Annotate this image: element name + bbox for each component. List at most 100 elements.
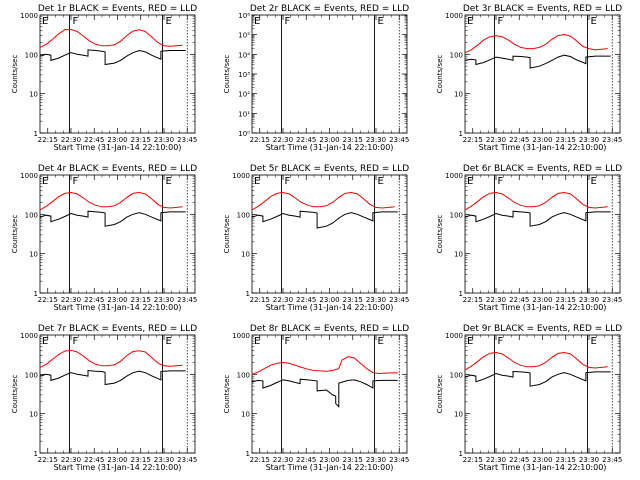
plot-frame [39, 14, 196, 134]
y-tick-label: 100 [25, 51, 38, 59]
y-tick-label: 100 [237, 371, 250, 379]
x-tick-label: 22:30 [486, 296, 506, 304]
events-series-line [251, 210, 398, 229]
x-tick-label: 23:45 [177, 136, 197, 144]
plot-frame [464, 14, 621, 134]
x-axis-label: Start Time (31-Jan-14 22:10:00) [54, 463, 182, 472]
plot-frame [39, 334, 196, 454]
panel-det-5r: Det 5r BLACK = Events, RED = LLD 1 10 100 10… [223, 164, 409, 312]
x-tick-label: 23:15 [131, 296, 151, 304]
panel-det-4r: Det 4r BLACK = Events, RED = LLD 1 10 100 10… [11, 164, 197, 312]
x-tick-label: 23:15 [343, 296, 363, 304]
x-tick-label: 23:00 [107, 296, 127, 304]
x-tick-label: 23:15 [131, 136, 151, 144]
panel-det-2r: Det 2r BLACK = Events, RED = LLD 10⁰ 10¹ 10… [223, 4, 409, 152]
y-tick-label: 10 [29, 411, 38, 419]
corner-label: E [42, 336, 48, 347]
y-tick-label: 10² [238, 91, 250, 99]
panel-det-7r: Det 7r BLACK = Events, RED = LLD 1 10 100 10… [11, 324, 197, 472]
events-series-line [464, 370, 611, 387]
plot-frame [251, 174, 408, 294]
x-tick-label: 23:15 [556, 136, 576, 144]
y-tick-label: 1000 [20, 12, 38, 20]
x-tick-label: 23:00 [319, 296, 339, 304]
plot-frame [39, 174, 196, 294]
y-tick-label: 1000 [232, 172, 250, 180]
lld-series-line [39, 191, 183, 211]
x-tick-label: 23:45 [602, 456, 622, 464]
panel-title: Det 4r BLACK = Events, RED = LLD [38, 164, 197, 174]
plot-frame [251, 334, 408, 454]
x-tick-label: 22:45 [84, 456, 104, 464]
x-tick-label: 22:30 [486, 456, 506, 464]
x-tick-label: 23:30 [579, 456, 599, 464]
x-tick-label: 22:45 [296, 136, 316, 144]
y-tick-label: 100 [25, 371, 38, 379]
y-tick-label: 1000 [445, 12, 463, 20]
panel-det-6r: Det 6r BLACK = Events, RED = LLD 1 10 100 10… [436, 164, 622, 312]
lld-series-line [464, 351, 608, 371]
panel-det-1r: Det 1r BLACK = Events, RED = LLD 1 10 100 10… [11, 4, 197, 152]
x-tick-label: 23:45 [177, 456, 197, 464]
corner-label: E [254, 176, 260, 187]
y-tick-label: 10¹ [238, 110, 250, 118]
y-axis-label: Counts/sec [436, 375, 444, 414]
y-axis-label: Counts/sec [11, 375, 19, 414]
x-tick-label: 23:30 [154, 136, 174, 144]
y-tick-label: 10⁰ [238, 130, 250, 138]
panel-title: Det 5r BLACK = Events, RED = LLD [250, 164, 409, 174]
x-tick-label: 23:30 [366, 296, 386, 304]
x-tick-label: 22:45 [509, 456, 529, 464]
x-tick-label: 23:15 [556, 456, 576, 464]
y-tick-label: 1 [34, 450, 38, 458]
marker-label: F [284, 336, 290, 347]
x-tick-label: 22:30 [273, 136, 293, 144]
x-tick-label: 23:15 [131, 456, 151, 464]
y-tick-label: 1000 [232, 332, 250, 340]
y-tick-label: 100 [450, 51, 463, 59]
x-tick-label: 23:30 [154, 296, 174, 304]
x-tick-label: 23:00 [107, 456, 127, 464]
x-tick-label: 23:00 [532, 296, 552, 304]
corner-label: E [467, 16, 473, 27]
lld-series-line [251, 191, 395, 211]
x-axis-label: Start Time (31-Jan-14 22:10:00) [479, 303, 607, 312]
x-axis-label: Start Time (31-Jan-14 22:10:00) [266, 143, 394, 152]
panel-title: Det 3r BLACK = Events, RED = LLD [463, 4, 622, 14]
y-tick-label: 10 [454, 411, 463, 419]
x-tick-label: 22:15 [250, 456, 270, 464]
x-tick-label: 23:30 [154, 456, 174, 464]
marker-label: F [497, 176, 503, 187]
lld-series-line [464, 33, 608, 54]
x-tick-label: 23:00 [319, 456, 339, 464]
x-tick-label: 23:45 [602, 296, 622, 304]
y-axis-label: Counts/sec [11, 55, 19, 94]
y-tick-label: 100 [237, 211, 250, 219]
x-tick-label: 22:30 [273, 456, 293, 464]
x-tick-label: 23:45 [177, 296, 197, 304]
lld-series-line [464, 191, 608, 211]
y-tick-label: 10 [241, 251, 250, 259]
events-series-line [39, 49, 186, 66]
x-tick-label: 22:15 [250, 136, 270, 144]
marker-label: F [284, 16, 290, 27]
y-tick-label: 1 [459, 130, 463, 138]
marker-label: E [377, 16, 383, 27]
y-tick-label: 1000 [20, 332, 38, 340]
panel-title: Det 9r BLACK = Events, RED = LLD [463, 324, 622, 334]
y-tick-label: 1 [246, 290, 250, 298]
y-tick-label: 10 [241, 411, 250, 419]
marker-label: E [377, 336, 383, 347]
y-axis-label: Counts/sec [223, 375, 231, 414]
x-axis-label: Start Time (31-Jan-14 22:10:00) [54, 143, 182, 152]
marker-label: E [165, 336, 171, 347]
x-tick-label: 23:00 [319, 136, 339, 144]
y-tick-label: 10⁴ [238, 51, 250, 59]
y-tick-label: 1000 [445, 172, 463, 180]
panel-title: Det 2r BLACK = Events, RED = LLD [250, 4, 409, 14]
y-tick-label: 10 [454, 91, 463, 99]
x-tick-label: 23:00 [532, 456, 552, 464]
y-tick-label: 1 [34, 290, 38, 298]
x-tick-label: 22:45 [84, 296, 104, 304]
